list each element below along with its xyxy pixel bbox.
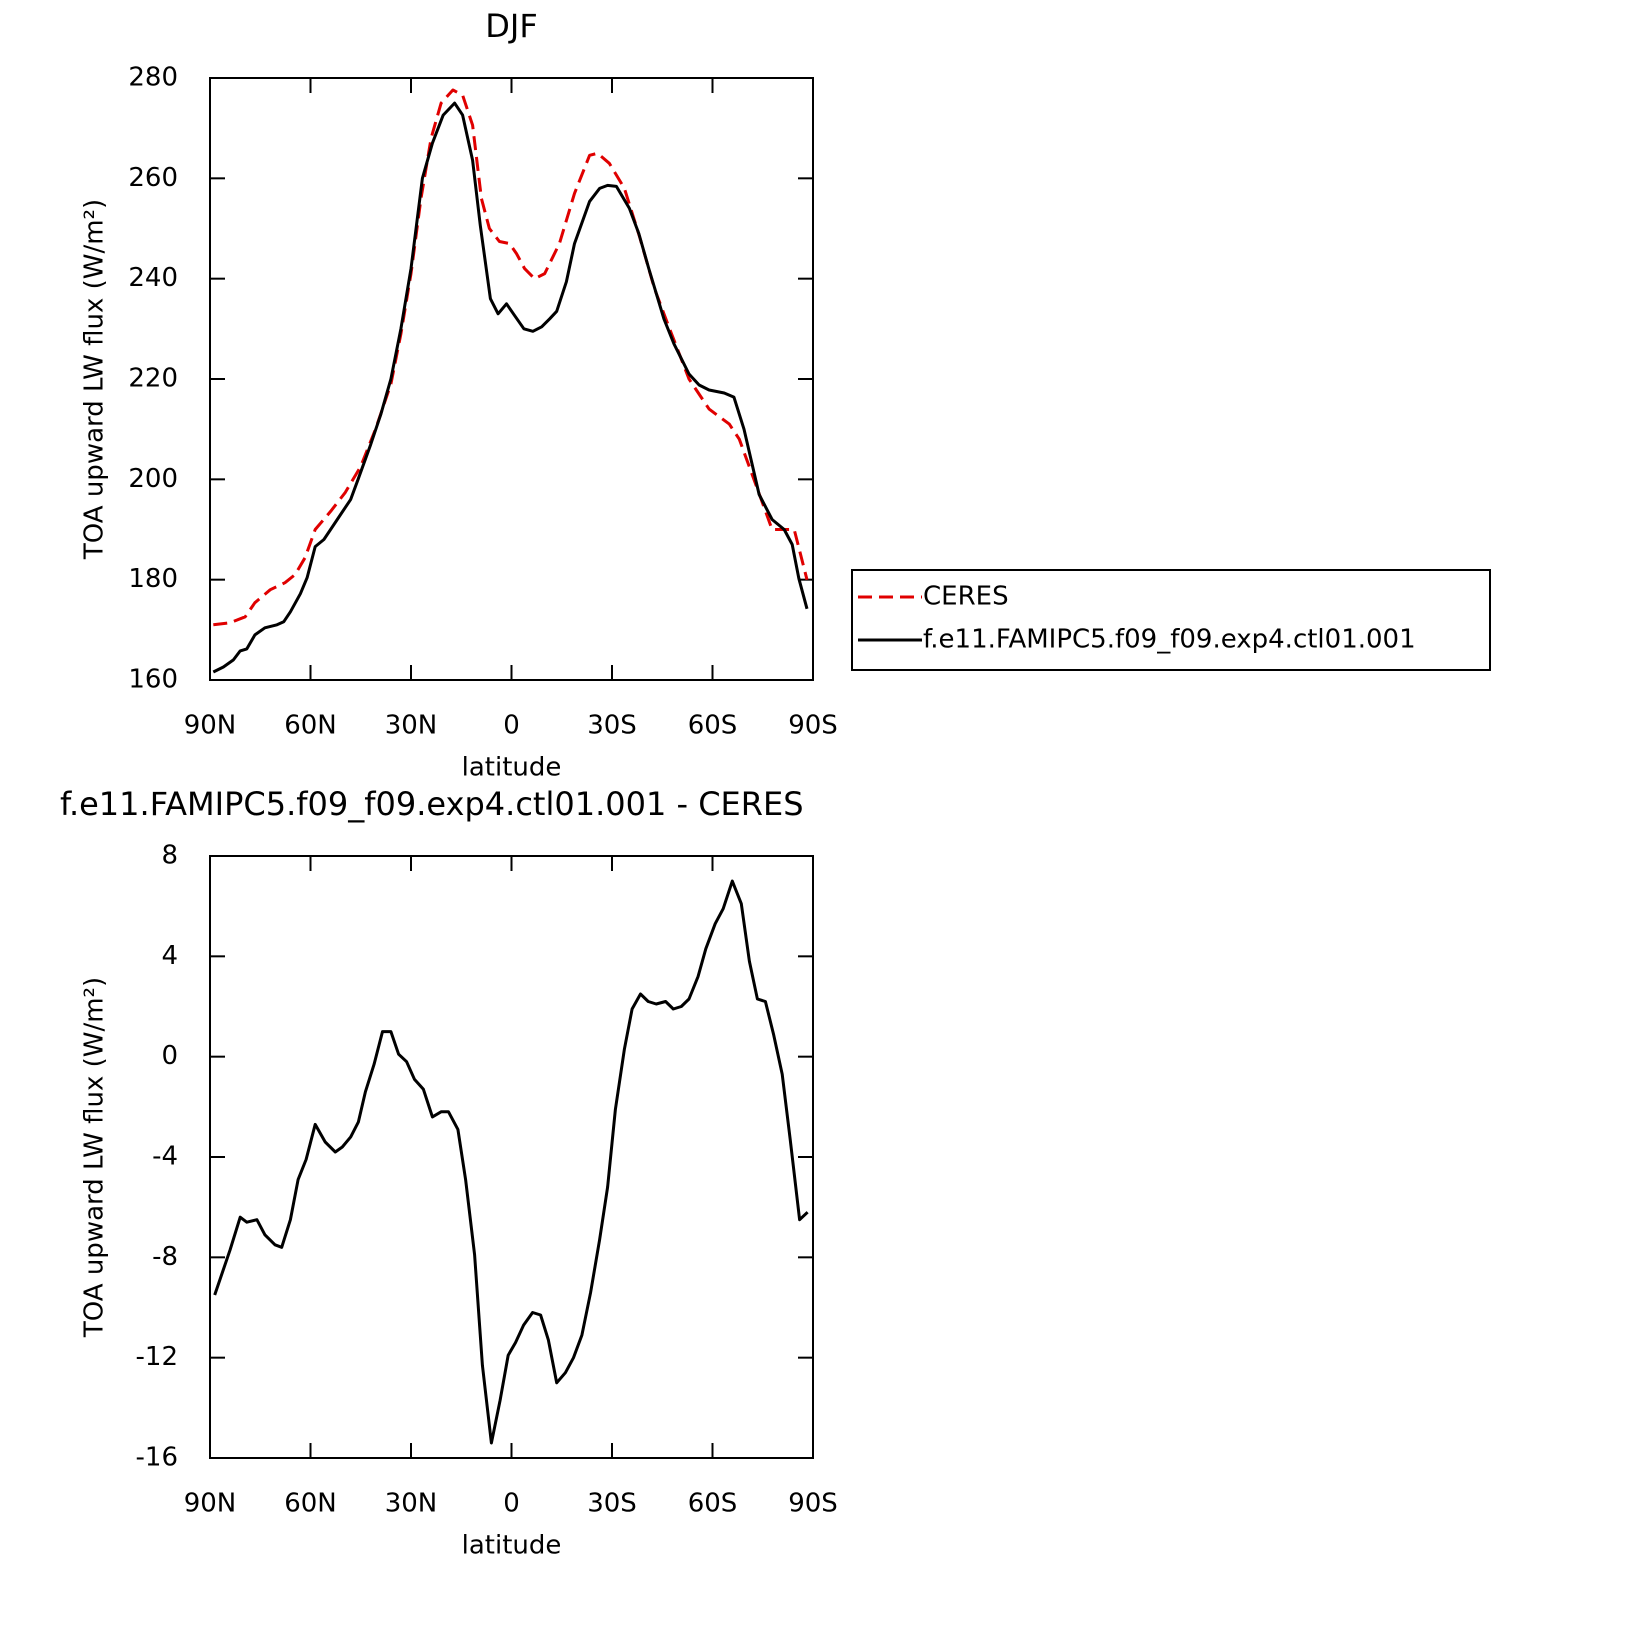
series-line xyxy=(212,101,809,674)
legend-label: CERES xyxy=(923,582,1009,612)
x-tick-label: 0 xyxy=(503,711,520,741)
x-tick-label: 60S xyxy=(688,1489,738,1519)
x-axis-label: latitude xyxy=(462,1531,562,1561)
legend-box xyxy=(851,569,1491,671)
x-tick-label: 90N xyxy=(184,711,237,741)
y-tick-label: 160 xyxy=(128,665,178,695)
y-tick-label: -12 xyxy=(136,1342,178,1372)
x-tick-label: 60N xyxy=(284,711,337,741)
plot-frame xyxy=(209,855,814,1459)
x-tick-label: 60N xyxy=(284,1489,337,1519)
x-tick-label: 0 xyxy=(503,1489,520,1519)
y-axis-label: TOA upward LW flux (W/m²) xyxy=(80,199,110,560)
y-axis-label: TOA upward LW flux (W/m²) xyxy=(80,977,110,1338)
y-tick-label: 180 xyxy=(128,564,178,594)
y-tick-label: 220 xyxy=(128,364,178,394)
y-tick-label: 280 xyxy=(128,63,178,93)
y-tick-label: 260 xyxy=(128,163,178,193)
x-tick-label: 30N xyxy=(385,1489,438,1519)
y-tick-label: 0 xyxy=(161,1041,178,1071)
chart-title: f.e11.FAMIPC5.f09_f09.exp4.ctl01.001 - C… xyxy=(60,785,804,823)
y-tick-label: -8 xyxy=(152,1242,178,1272)
x-tick-label: 30S xyxy=(587,1489,637,1519)
y-tick-label: 200 xyxy=(128,464,178,494)
series-line xyxy=(213,88,809,627)
x-tick-label: 30S xyxy=(587,711,637,741)
y-tick-label: -16 xyxy=(136,1443,178,1473)
y-tick-label: 4 xyxy=(161,941,178,971)
legend-label: f.e11.FAMIPC5.f09_f09.exp4.ctl01.001 xyxy=(923,625,1416,655)
x-tick-label: 90N xyxy=(184,1489,237,1519)
x-tick-label: 30N xyxy=(385,711,438,741)
chart-title: DJF xyxy=(485,7,537,45)
series-line xyxy=(213,879,809,1445)
y-tick-label: 8 xyxy=(161,841,178,871)
y-tick-label: 240 xyxy=(128,263,178,293)
x-tick-label: 90S xyxy=(788,1489,838,1519)
x-tick-label: 60S xyxy=(688,711,738,741)
x-tick-label: 90S xyxy=(788,711,838,741)
x-axis-label: latitude xyxy=(462,753,562,783)
y-tick-label: -4 xyxy=(152,1142,178,1172)
